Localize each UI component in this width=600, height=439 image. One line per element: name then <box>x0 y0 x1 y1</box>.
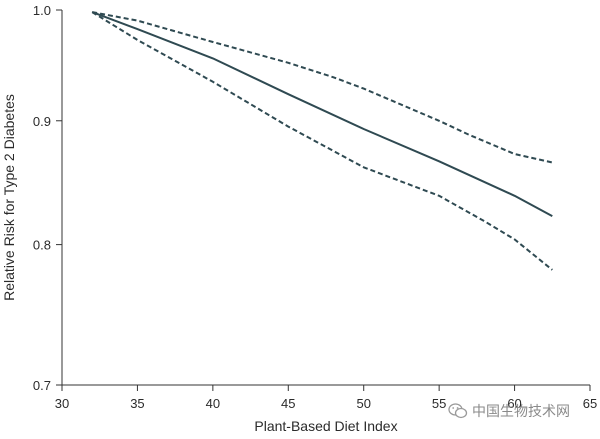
series-line-estimate <box>91 11 553 217</box>
y-tick-label: 0.9 <box>33 114 51 129</box>
watermark-text: 中国生物技术网 <box>472 404 570 420</box>
series-layer <box>91 11 553 271</box>
labels: 30 35 40 45 50 55 60 65 0.7 0.8 0.9 1.0 Plant-Based … <box>1 3 597 434</box>
x-tick-label: 55 <box>432 396 446 411</box>
series-line-ci-1 <box>92 11 553 164</box>
y-tick-label: 1.0 <box>33 3 51 18</box>
x-tick-label: 40 <box>206 396 220 411</box>
watermark: 中国生物技术网 <box>448 401 570 421</box>
y-tick-label: 0.7 <box>33 378 51 393</box>
axes <box>56 9 591 391</box>
x-tick-label: 60 <box>507 396 521 411</box>
series-line-ci-2 <box>91 11 553 271</box>
x-tick-label: 35 <box>130 396 144 411</box>
y-tick-label: 0.8 <box>33 238 51 253</box>
x-tick-label: 50 <box>356 396 370 411</box>
wechat-logo-icon <box>448 403 468 419</box>
x-tick-label: 30 <box>55 396 69 411</box>
x-tick-label: 45 <box>281 396 295 411</box>
y-axis-title: Relative Risk for Type 2 Diabetes <box>1 94 17 301</box>
x-axis-title: Plant-Based Diet Index <box>254 418 397 434</box>
x-tick-label: 65 <box>583 396 597 411</box>
